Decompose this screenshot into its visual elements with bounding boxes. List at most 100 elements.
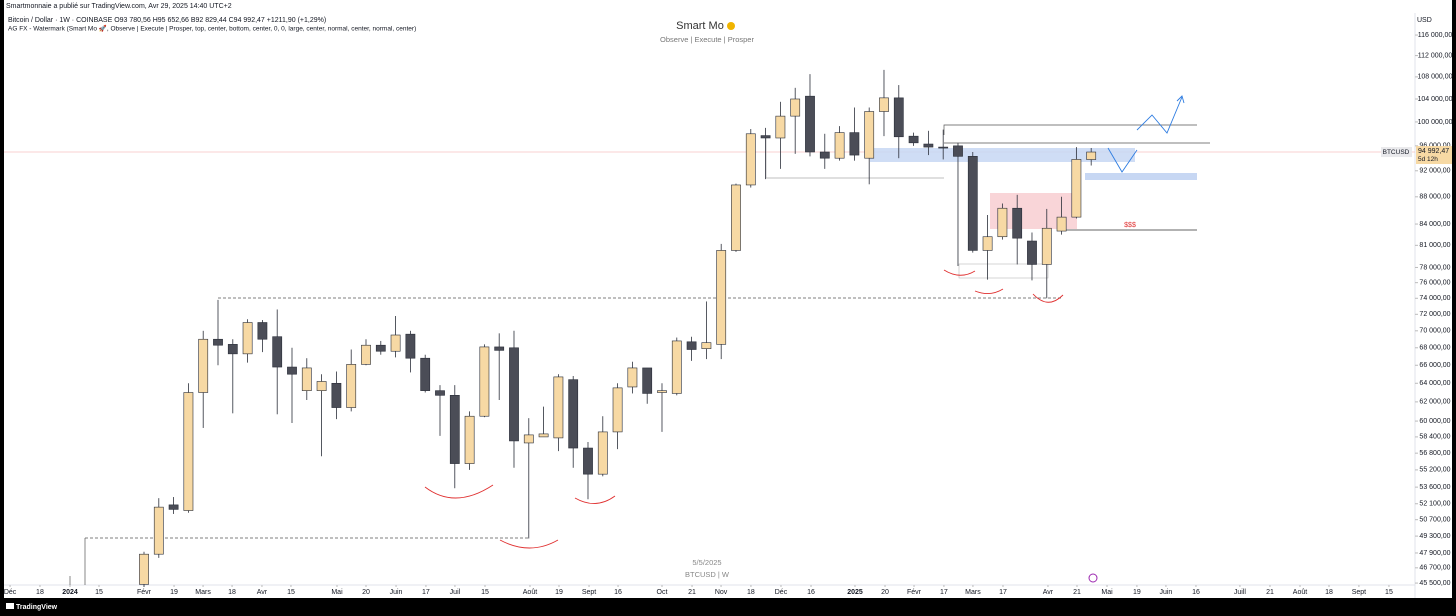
x-tick-label: 19 — [555, 589, 563, 596]
x-tick-label: 15 — [287, 589, 295, 596]
x-tick-label: 19 — [1133, 589, 1141, 596]
liquidity-sweep — [943, 269, 976, 276]
candle-body — [819, 151, 830, 159]
y-tick-label: 74 000,00 — [1419, 295, 1450, 302]
y-tick-label: 108 000,00 — [1417, 74, 1452, 81]
y-tick-label: 46 700,00 — [1419, 565, 1450, 572]
candle-body — [583, 447, 593, 475]
candle-body — [242, 322, 253, 355]
symbol-legend: Bitcoin / Dollar · 1W · COINBASE O93 780… — [8, 17, 326, 24]
x-tick-label: Nov — [715, 589, 728, 596]
candle-body — [1086, 151, 1097, 160]
liquidity-sweep — [974, 288, 1004, 294]
candle-body — [331, 382, 342, 408]
candle-body — [435, 390, 445, 396]
x-tick-label: Avr — [1043, 589, 1054, 596]
symbol-tag — [1381, 147, 1412, 158]
candle-body — [479, 346, 490, 417]
zone-blue — [1085, 173, 1197, 180]
y-tick-label: 50 700,00 — [1419, 517, 1450, 524]
price-tag-label: 94 992,47 — [1418, 148, 1449, 155]
x-tick-label: 2024 — [62, 589, 78, 596]
candle-body — [1012, 207, 1023, 239]
x-tick-label: Juil — [450, 589, 461, 596]
x-tick-label: 21 — [1266, 589, 1274, 596]
level-line — [765, 137, 944, 179]
candle-body — [153, 506, 164, 555]
x-tick-label: 18 — [1325, 589, 1333, 596]
annotation: $$$ — [1124, 222, 1136, 229]
y-tick-label: 72 000,00 — [1419, 311, 1450, 318]
y-tick-label: 104 000,00 — [1417, 96, 1452, 103]
candle-body — [538, 433, 549, 438]
y-tick-label: 92 000,00 — [1419, 168, 1450, 175]
candle-body — [775, 115, 786, 139]
candle-body — [287, 366, 297, 375]
candle-body — [938, 146, 949, 149]
liquidity-sweep — [499, 539, 559, 549]
candle-body — [509, 347, 519, 442]
candle-body — [953, 145, 963, 157]
x-tick-label: 16 — [1192, 589, 1200, 596]
candle-body — [316, 381, 327, 391]
y-tick-label: 58 400,00 — [1419, 434, 1450, 441]
candle-body — [597, 431, 608, 475]
candle-body — [361, 344, 371, 365]
y-tick-label: 70 000,00 — [1419, 328, 1450, 335]
x-tick-label: 15 — [1385, 589, 1393, 596]
candle-body — [449, 395, 460, 464]
watermark-subtitle: Observe | Execute | Prosper — [660, 35, 754, 44]
candle-body — [879, 97, 889, 112]
candle-body — [967, 156, 978, 251]
y-tick-label: 112 000,00 — [1418, 52, 1453, 59]
x-tick-label: Déc — [4, 589, 17, 596]
candle-body — [760, 135, 771, 139]
candle-body — [464, 415, 475, 464]
x-tick-label: Déc — [775, 589, 788, 596]
candle-body — [745, 133, 756, 186]
candle-body — [272, 336, 283, 368]
x-tick-label: 15 — [95, 589, 103, 596]
candle-body — [568, 379, 579, 449]
y-tick-label: 66 000,00 — [1419, 362, 1450, 369]
range-box — [958, 263, 1049, 279]
x-tick-label: 21 — [1073, 589, 1081, 596]
x-tick-label: 20 — [362, 589, 370, 596]
candle-body — [1056, 216, 1067, 232]
x-tick-label: Mars — [195, 589, 211, 596]
x-tick-label: Sept — [582, 589, 596, 596]
candle-body — [1041, 227, 1052, 265]
arrow-head — [1176, 95, 1185, 104]
candle-body — [997, 207, 1008, 238]
x-tick-label: 18 — [36, 589, 44, 596]
liquidity-sweep — [1032, 293, 1064, 303]
level-line — [943, 124, 1197, 135]
brand-name: TradingView — [16, 604, 58, 611]
candle-body — [405, 333, 416, 359]
liquidity-sweep — [424, 484, 494, 499]
y-tick-label: 52 100,00 — [1419, 501, 1450, 508]
candle-body — [834, 132, 845, 159]
x-tick-label: 17 — [422, 589, 430, 596]
candle-body — [731, 184, 741, 251]
candle-body — [893, 97, 904, 138]
x-tick-label: 19 — [170, 589, 178, 596]
y-tick-label: 45 500,00 — [1419, 580, 1450, 587]
currency-label: USD — [1417, 17, 1432, 24]
candle-body — [375, 344, 386, 352]
footer-bar — [0, 598, 1456, 616]
watermark-title: Smart Mo — [676, 20, 724, 32]
x-tick-label: Juin — [1159, 589, 1172, 596]
candle-body — [923, 143, 934, 148]
x-tick-label: 15 — [481, 589, 489, 596]
candle-body — [257, 322, 268, 340]
symbol-tag-label: BTCUSD — [1383, 149, 1410, 156]
liquidity-sweep — [574, 495, 616, 504]
x-tick-label: Mai — [331, 589, 343, 596]
zone-blue — [870, 148, 1135, 162]
indicator-legend: AG FX - Watermark (Smart Mo 🚀, Observe |… — [8, 25, 416, 33]
price-tag — [1416, 146, 1452, 165]
candle-body — [701, 342, 712, 349]
watermark-date: 5/5/2025 — [692, 558, 721, 567]
y-tick-label: 60 000,00 — [1419, 418, 1450, 425]
